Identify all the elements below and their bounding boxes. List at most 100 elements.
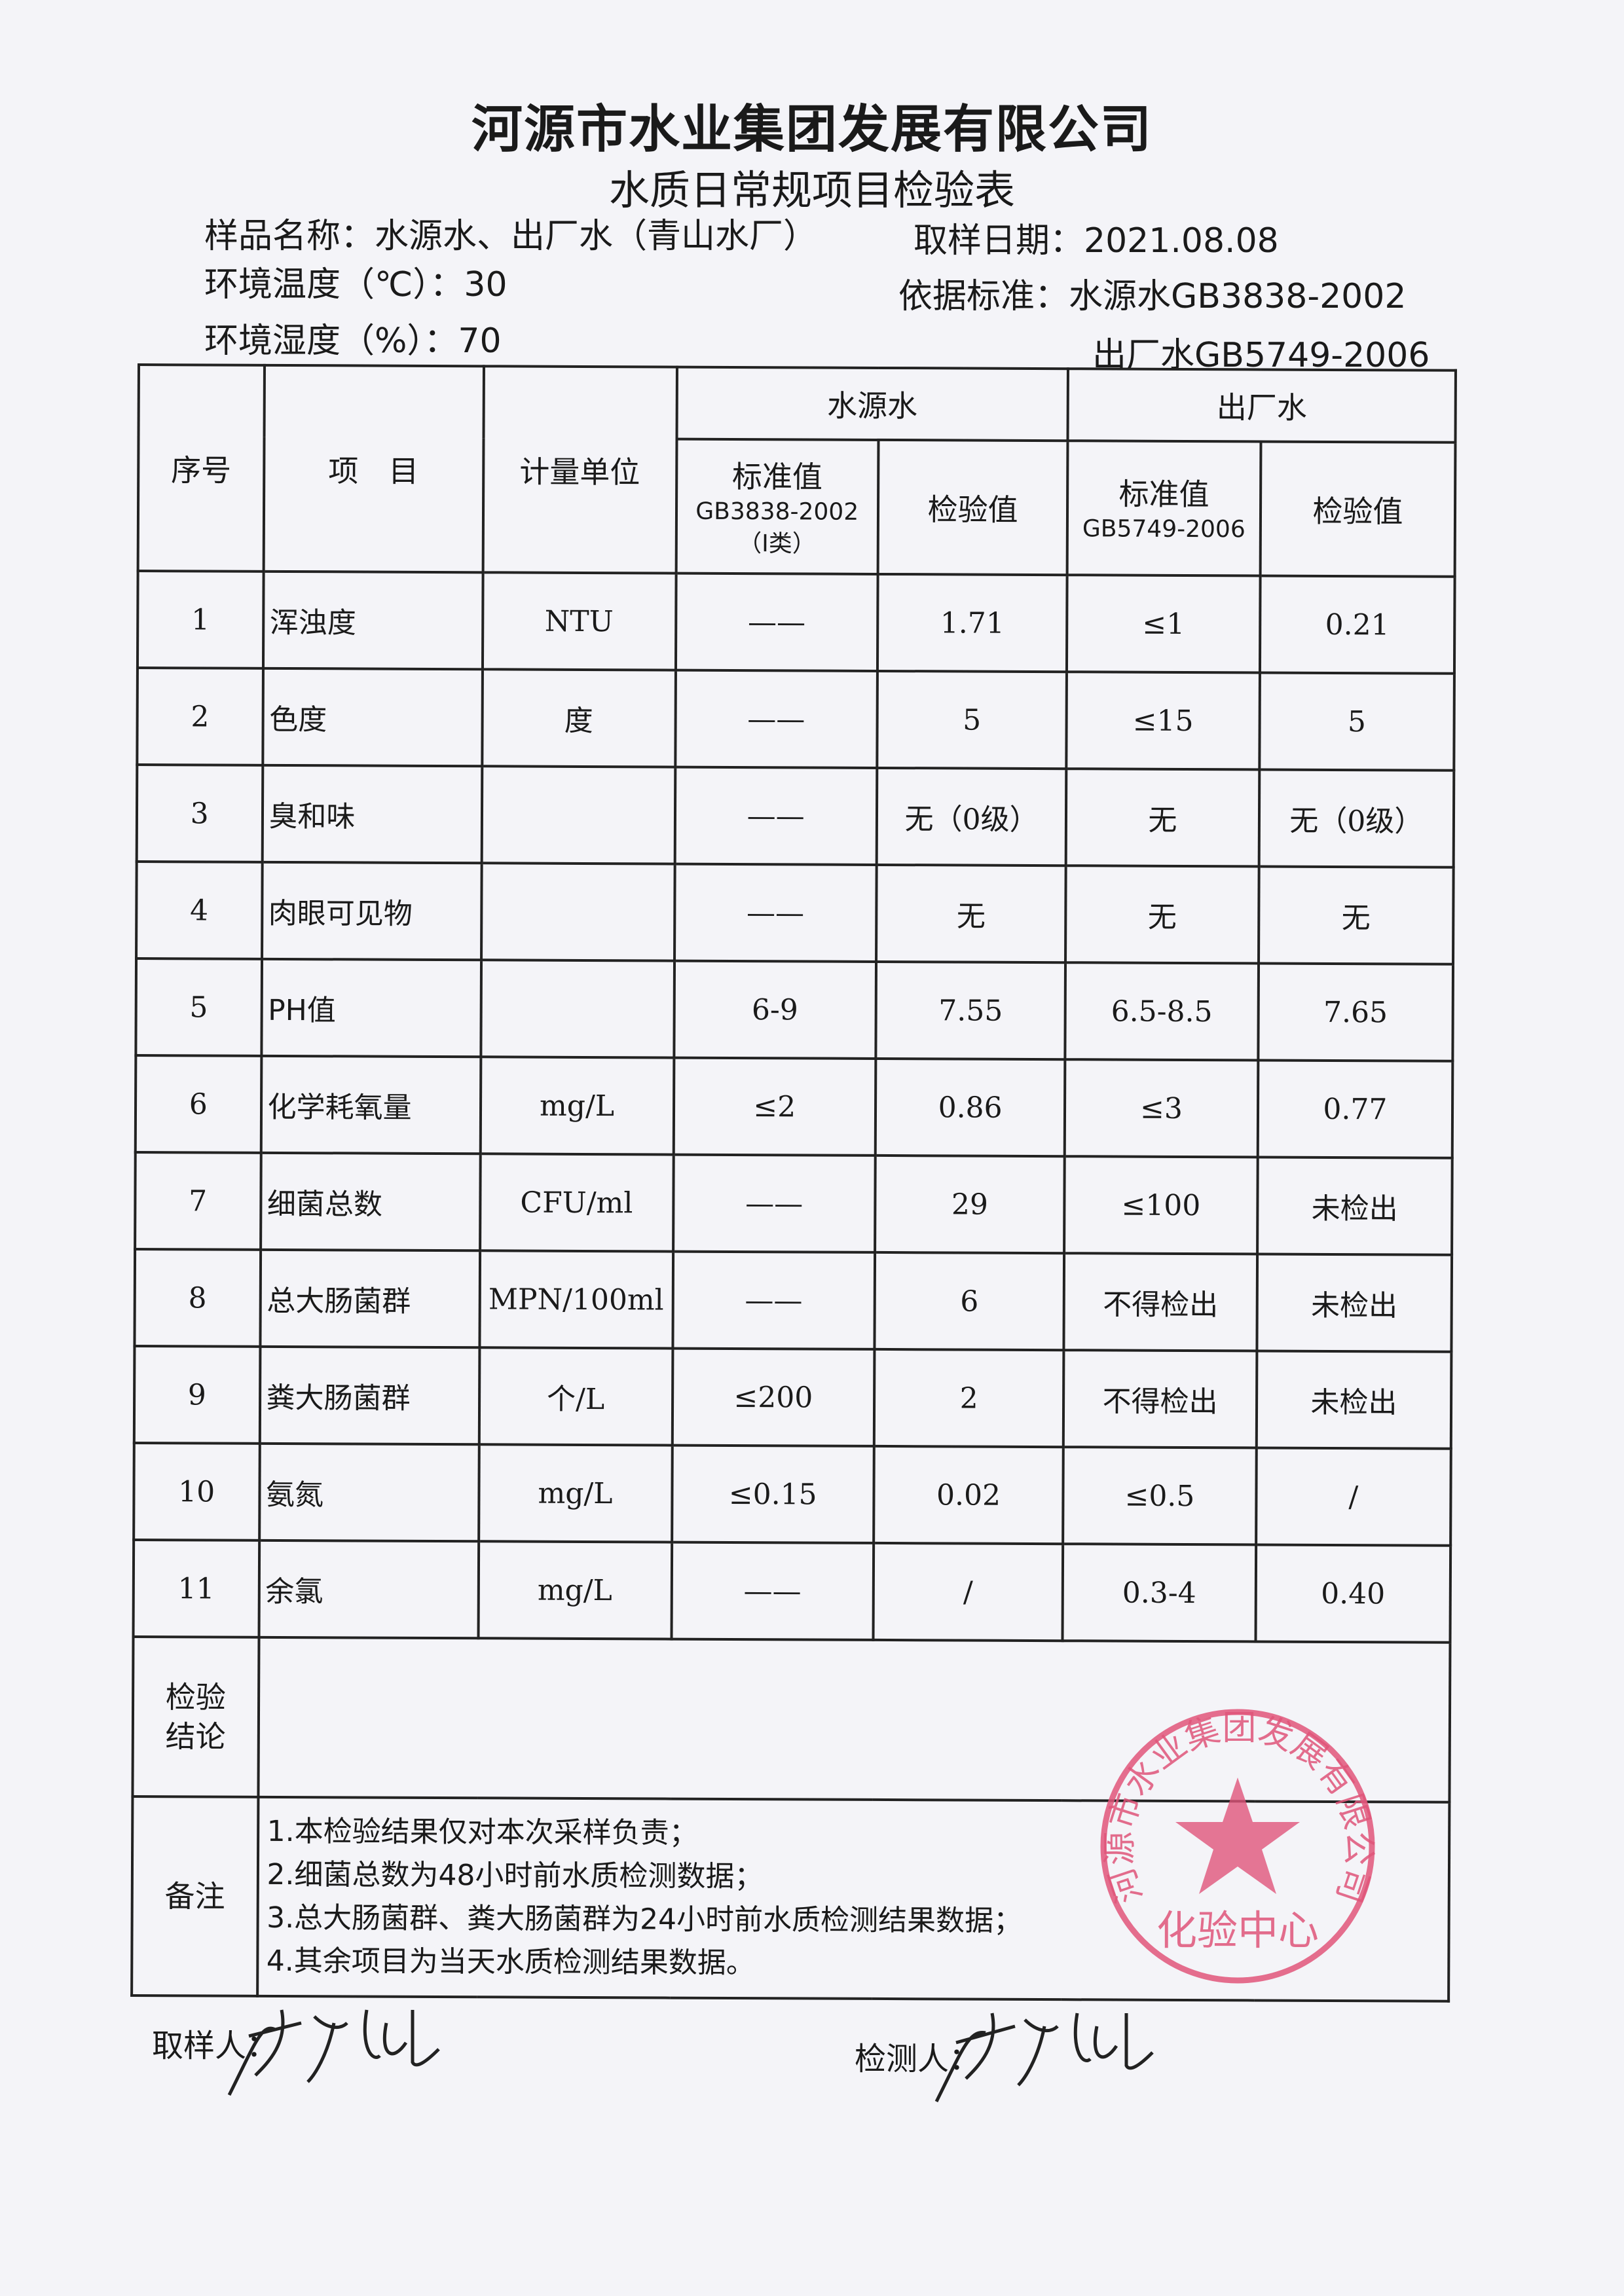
source-result: 2 (874, 1349, 1064, 1448)
temperature-label: 环境温度（℃）： (204, 265, 464, 304)
source-result: 无 (876, 864, 1066, 963)
outlet-result: 无（0级） (1259, 769, 1454, 867)
source-standard: ≤200 (672, 1348, 875, 1446)
header-outlet-water: 出厂水 (1067, 369, 1456, 443)
table-row: 2 色度度 —— 5 ≤15 5 (137, 668, 1454, 771)
sample-name-value: 水源水、出厂水（青山水厂） (375, 217, 818, 256)
outlet-result: 0.77 (1257, 1060, 1453, 1158)
standard-outlet: 出厂水GB5749-2006 (1092, 336, 1430, 375)
humidity-value: 70 (458, 321, 502, 361)
item-name: 粪大肠菌群 (259, 1346, 480, 1445)
outlet-result: 未检出 (1257, 1254, 1452, 1352)
row-number: 8 (134, 1248, 261, 1347)
sample-date: 取样日期：2021.08.08 (913, 213, 1279, 262)
header-item: 项 目 (263, 365, 484, 573)
humidity: 环境湿度（%）：70 (204, 313, 502, 362)
header-source-standard: 标准值 GB3838-2002 （Ⅰ类） (676, 439, 879, 574)
row-number: 9 (134, 1345, 260, 1444)
stamp-center-text: 化验中心 (1156, 1906, 1319, 1954)
source-standard: —— (675, 573, 878, 671)
header-no: 序号 (138, 365, 265, 572)
source-result: 0.02 (874, 1446, 1064, 1544)
item-name: 化学耗氧量 (261, 1055, 481, 1154)
remarks-label: 备注 (132, 1796, 258, 1996)
inspector-signature (934, 2013, 1154, 2103)
outlet-result: 5 (1259, 672, 1454, 771)
unit: NTU (482, 572, 676, 670)
row-number: 11 (133, 1539, 259, 1637)
row-number: 5 (136, 958, 262, 1056)
outlet-standard: ≤100 (1064, 1156, 1258, 1254)
conclusion-label: 检验 结论 (132, 1636, 259, 1797)
outlet-standard: 不得检出 (1063, 1350, 1257, 1448)
outlet-standard: 不得检出 (1063, 1253, 1257, 1351)
form-title: 水质日常规项目检验表 (608, 166, 1015, 214)
standard: 依据标准：水源水GB3838-2002 (898, 268, 1406, 318)
source-result: 0.86 (875, 1058, 1065, 1157)
conclusion-label-l2: 结论 (165, 1719, 226, 1755)
row-number: 3 (136, 765, 263, 862)
sample-name: 样品名称：水源水、出厂水（青山水厂） (204, 208, 817, 257)
source-result: 5 (877, 670, 1067, 769)
outlet-standard: ≤1 (1067, 575, 1261, 673)
table-row: 4 肉眼可见物 —— 无无无 (136, 862, 1454, 964)
unit: mg/L (480, 1057, 674, 1155)
source-standard: —— (674, 864, 877, 962)
source-result: 1.71 (877, 574, 1067, 672)
table-row: 7 细菌总数 CFU/ml —— 29 ≤100 未检出 (135, 1152, 1452, 1255)
unit: 度 (481, 669, 676, 767)
row-number: 4 (136, 862, 263, 959)
row-number: 7 (135, 1152, 261, 1250)
item-name: 余氯 (259, 1540, 479, 1639)
header-outlet-standard: 标准值 GB5749-2006 (1067, 441, 1261, 576)
source-result: / (873, 1542, 1063, 1641)
item-name: 臭和味 (262, 765, 482, 864)
row-number: 6 (135, 1055, 261, 1153)
header-outlet-standard-l2: GB5749-2006 (1082, 515, 1246, 543)
outlet-result: / (1255, 1448, 1451, 1546)
table-row: 11 余氯 mg/L ——/0.3-4 0.40 (133, 1539, 1451, 1643)
header-source-water: 水源水 (676, 367, 1069, 441)
header-source-standard-l1: 标准值 (731, 458, 823, 495)
standard-label: 依据标准： (898, 277, 1069, 316)
company-title: 河源市水业集团发展有限公司 (471, 100, 1153, 159)
source-result: 29 (875, 1155, 1065, 1254)
unit (481, 766, 675, 864)
row-number: 2 (137, 668, 263, 765)
source-result: 6 (874, 1252, 1065, 1351)
source-standard: ≤2 (673, 1057, 876, 1156)
table-row: 3 臭和味 —— 无（0级）无无（0级） (136, 765, 1454, 867)
header-source-result: 检验值 (877, 439, 1068, 575)
header-outlet-standard-l1: 标准值 (1118, 476, 1209, 513)
table-row: 1 浑浊度 NTU —— 1.71 ≤1 0.21 (137, 571, 1455, 674)
item-name: 细菌总数 (260, 1152, 481, 1251)
outlet-standard: ≤15 (1066, 672, 1260, 770)
table-row: 10 氨氮 mg/L ≤0.15 0.02 ≤0.5/ (134, 1442, 1451, 1546)
sample-name-label: 样品名称： (204, 217, 375, 256)
unit (480, 960, 674, 1058)
source-standard: —— (673, 1154, 876, 1252)
company-stamp: 河源市水业集团发展有限公司 化验中心 (1100, 1709, 1378, 1984)
item-name: 色度 (262, 668, 483, 767)
outlet-result: 未检出 (1256, 1351, 1452, 1449)
temperature-value: 30 (464, 265, 507, 304)
unit: mg/L (478, 1444, 673, 1542)
table-row: 9 粪大肠菌群 个/L ≤200 2 不得检出 未检出 (134, 1345, 1452, 1449)
outlet-standard: ≤0.5 (1063, 1447, 1257, 1545)
outlet-standard: 6.5-8.5 (1065, 962, 1259, 1061)
outlet-result: 0.21 (1259, 575, 1455, 674)
outlet-standard: 无 (1065, 866, 1259, 964)
header-source-standard-l3: （Ⅰ类） (738, 530, 816, 558)
table-row: 6 化学耗氧量 mg/L ≤2 0.86 ≤3 0.77 (135, 1055, 1453, 1158)
unit: mg/L (478, 1541, 672, 1639)
sample-date-value: 2021.08.08 (1084, 221, 1279, 261)
sampler-signature (227, 2009, 440, 2096)
standard-source: 水源水GB3838-2002 (1069, 277, 1407, 316)
source-standard: —— (672, 1251, 876, 1349)
outlet-standard: 0.3-4 (1062, 1544, 1256, 1642)
header-unit: 计量单位 (483, 366, 677, 574)
star-icon (1175, 1777, 1300, 1894)
source-standard: ≤0.15 (671, 1445, 874, 1543)
outlet-standard: 无 (1065, 769, 1260, 867)
source-result: 无（0级） (876, 767, 1067, 866)
